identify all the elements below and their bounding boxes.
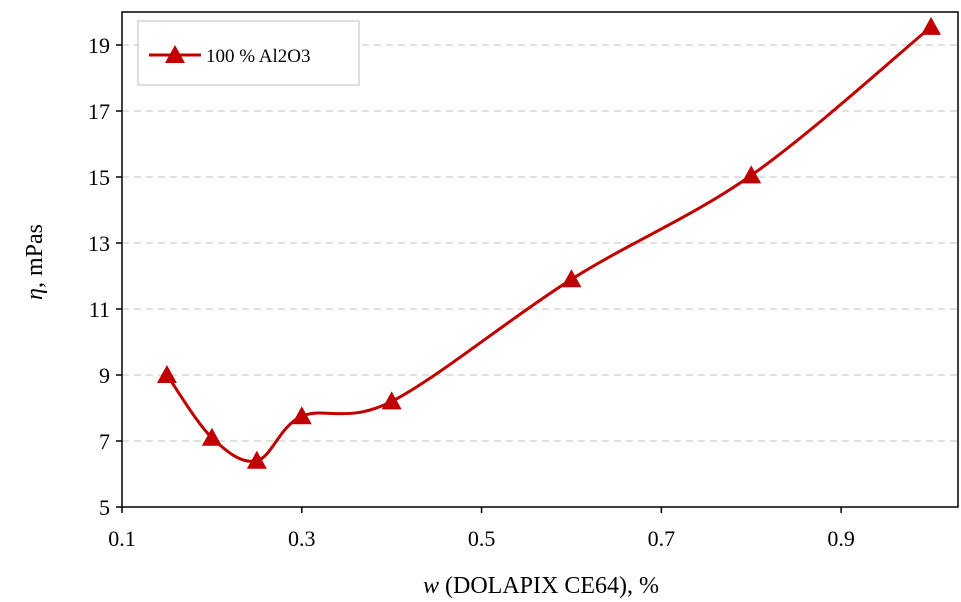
grid-lines	[122, 44, 958, 442]
y-axis-title-text: , mPas	[22, 224, 48, 288]
y-tick-label: 17	[88, 99, 110, 124]
tick-labels: 5 7 9 11 13 15 17 19 0.1 0.3 0.5 0.7 0.9	[88, 33, 855, 551]
data-point-triangle	[741, 165, 762, 184]
data-point-triangle	[921, 16, 942, 35]
data-point-triangle	[201, 427, 222, 446]
series-line	[165, 25, 933, 463]
y-tick-label: 13	[88, 231, 110, 256]
x-tick-label: 0.3	[288, 526, 316, 551]
y-tick-label: 19	[88, 33, 110, 58]
y-axis-title-symbol: η	[22, 288, 48, 300]
y-tick-label: 11	[89, 297, 110, 322]
x-tick-label: 0.9	[827, 526, 855, 551]
data-point-triangle	[156, 365, 177, 383]
y-tick-label: 9	[99, 363, 110, 388]
x-tick-label: 0.5	[468, 526, 496, 551]
x-axis-title-symbol: w	[423, 573, 439, 599]
data-point-triangle	[291, 406, 312, 425]
data-point-triangle	[561, 269, 582, 288]
legend-marker-triangle	[165, 45, 185, 63]
x-tick-label: 0.1	[108, 526, 136, 551]
axes	[116, 11, 959, 513]
legend-entry-label: 100 % Al2O3	[206, 46, 311, 67]
y-tick-label: 15	[88, 165, 110, 190]
data-point-triangle	[246, 450, 267, 469]
y-tick-label: 7	[99, 429, 110, 454]
y-tick-label: 5	[99, 495, 110, 520]
data-point-triangle	[381, 391, 402, 410]
x-axis-title: w (DOLAPIX CE64), %	[423, 573, 659, 599]
series-layer	[156, 16, 942, 469]
y-axis-title: η, mPas	[22, 224, 48, 300]
x-axis-title-text: (DOLAPIX CE64), %	[439, 573, 659, 599]
x-tick-label: 0.7	[648, 526, 676, 551]
plot-frame	[121, 11, 959, 508]
legend: 100 % Al2O3	[137, 20, 360, 86]
